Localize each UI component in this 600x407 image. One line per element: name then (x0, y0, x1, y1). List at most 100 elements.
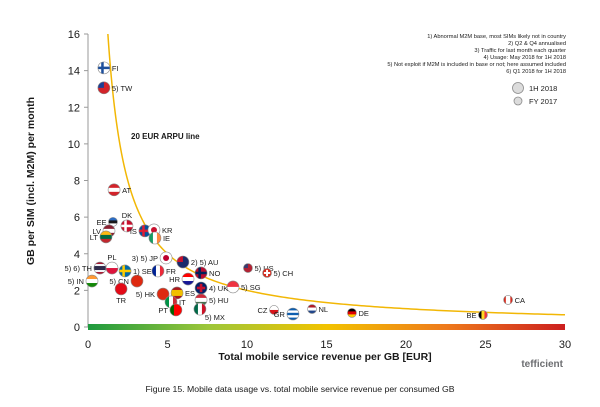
data-label: GR (274, 310, 286, 319)
data-point-us: 5) US (243, 263, 274, 273)
data-point-no: NO (194, 266, 220, 280)
x-tick-label: 25 (479, 339, 491, 351)
marker-outline (99, 230, 113, 244)
data-label: 1) SE (133, 267, 152, 276)
data-label: HR (169, 275, 180, 284)
marker-outline (120, 219, 134, 233)
note-line: 1) Abnormal M2M base, most SIMs likely n… (427, 34, 566, 40)
data-label: 5) HK (136, 290, 155, 299)
marker-outline (347, 308, 357, 318)
marker-outline (243, 263, 253, 273)
data-point-th: 5) 6) TH (65, 261, 107, 275)
flag-ee-icon (108, 217, 118, 227)
data-label: 5) IN (68, 277, 84, 286)
flag-jp-icon (160, 251, 173, 264)
axes: 0 2 4 6 8 10 12 14 16 0 5 10 15 20 25 30 (68, 29, 571, 351)
logo: tefficient (521, 359, 563, 370)
data-label: CA (515, 296, 525, 305)
note-line: 2) Q2 & Q4 annualised (508, 41, 566, 47)
flag-ie-icon (148, 232, 161, 245)
y-tick-label: 16 (68, 29, 80, 41)
data-label: 2) 5) AU (191, 258, 219, 267)
data-label: LV (92, 227, 101, 236)
arpu-curve-label: 20 EUR ARPU line (131, 132, 200, 141)
marker-outline (269, 305, 279, 315)
data-label: 5) TW (112, 84, 133, 93)
data-point-fi: FI (97, 61, 119, 75)
flag-tr-icon (115, 282, 128, 295)
flag-it-icon (164, 295, 177, 308)
x-tick-label: 20 (400, 339, 412, 351)
x-axis-band (88, 324, 565, 330)
x-tick-label: 10 (241, 339, 253, 351)
y-tick-label: 0 (74, 322, 80, 334)
data-point-is: IS (130, 224, 152, 238)
flag-se-icon (119, 264, 132, 277)
data-point-nl: NL (307, 304, 328, 314)
flag-us-icon (243, 263, 253, 273)
flag-at-icon (108, 183, 121, 196)
flag-th-icon (93, 262, 106, 275)
marker-outline (170, 286, 184, 300)
flag-cz-icon (269, 305, 279, 315)
data-label: 5) CH (274, 269, 294, 278)
y-tick-label: 6 (74, 212, 80, 224)
note-line: 4) Usage: May 2018 for 1H 2018 (483, 55, 566, 61)
marker-outline (226, 280, 240, 294)
marker-outline (97, 61, 111, 75)
data-label: PL (107, 253, 116, 262)
y-tick-label: 2 (74, 285, 80, 297)
data-label: AT (122, 186, 131, 195)
data-label: ES (185, 289, 195, 298)
flag-is-icon (138, 224, 151, 237)
flag-fr-icon (151, 264, 164, 277)
flag-gr-icon (286, 307, 299, 320)
marker-outline (105, 261, 119, 275)
data-point-uk: 4) UK (194, 281, 228, 295)
data-point-ca: CA (503, 295, 525, 305)
marker-outline (193, 302, 207, 316)
data-point-ch: 5) CH (262, 268, 294, 278)
marker-outline (107, 183, 121, 197)
data-label: DE (358, 309, 368, 318)
data-point-hk: 5) HK (136, 287, 170, 301)
flag-pt-icon (169, 303, 182, 316)
data-label: 5) CN (109, 277, 129, 286)
flag-be-icon (478, 310, 488, 320)
data-point-sg: 5) SG (226, 280, 261, 294)
marker-outline (503, 295, 513, 305)
marker-outline (286, 307, 300, 321)
data-point-de: DE (347, 308, 369, 318)
y-tick-label: 12 (68, 102, 80, 114)
data-point-fr: FR (151, 264, 177, 278)
y-tick-label: 4 (74, 249, 80, 261)
data-point-tw: 5) TW (97, 81, 133, 95)
arpu-curve-layer (107, 33, 566, 316)
y-axis-title: GB per SIM (incl. M2M) per month (25, 97, 37, 265)
data-point-jp: 3) 5) JP (132, 251, 173, 265)
marker-outline (169, 303, 183, 317)
legend-marker-small-circle (513, 96, 523, 106)
flag-dk-icon (120, 219, 133, 232)
data-point-lt: LT (90, 230, 113, 244)
marker-outline (97, 81, 111, 95)
flag-mx-icon (193, 303, 206, 316)
flag-in-icon (85, 275, 98, 288)
note-line: 6) Q1 2018 for 1H 2018 (506, 69, 566, 75)
data-label: FI (112, 64, 119, 73)
flag-hk-icon (157, 288, 170, 301)
arpu-curve (107, 33, 566, 316)
figure-caption: Figure 15. Mobile data usage vs. total m… (145, 384, 454, 394)
legend-marker-large-circle (512, 82, 524, 94)
data-label: IT (179, 298, 186, 307)
data-point-in: 5) IN (68, 274, 99, 288)
legend-label: 1H 2018 (529, 84, 557, 93)
marker-outline (181, 272, 195, 286)
marker-outline (159, 251, 173, 265)
data-point-au: 2) 5) AU (176, 255, 219, 269)
flag-nl-icon (307, 304, 317, 314)
flag-pl-icon (106, 262, 119, 275)
data-label: TR (116, 296, 127, 305)
